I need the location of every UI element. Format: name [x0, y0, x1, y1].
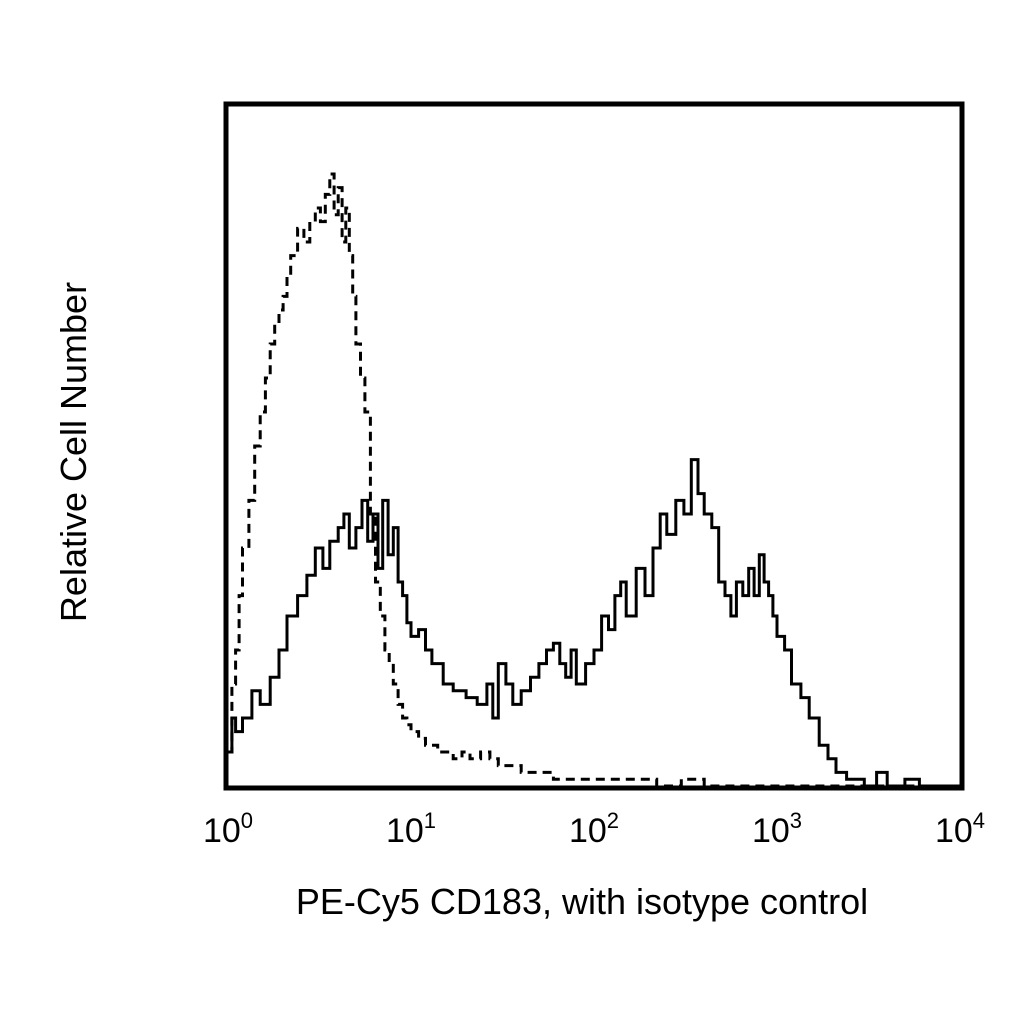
y-axis-label: Relative Cell Number: [53, 282, 94, 622]
x-tick-label: 100: [203, 808, 253, 850]
x-tick-label: 101: [386, 808, 436, 850]
x-tick-label: 103: [752, 808, 802, 850]
series-line-solid: [228, 458, 960, 788]
series-layer: [228, 172, 960, 788]
x-ticks: 100 101 102 103 104: [203, 808, 985, 850]
plot-frame: [223, 101, 965, 791]
x-axis-label: PE-Cy5 CD183, with isotype control: [296, 881, 868, 922]
x-tick-label: 102: [569, 808, 619, 850]
series-line-dashed: [228, 172, 960, 788]
x-tick-label: 104: [935, 808, 985, 850]
